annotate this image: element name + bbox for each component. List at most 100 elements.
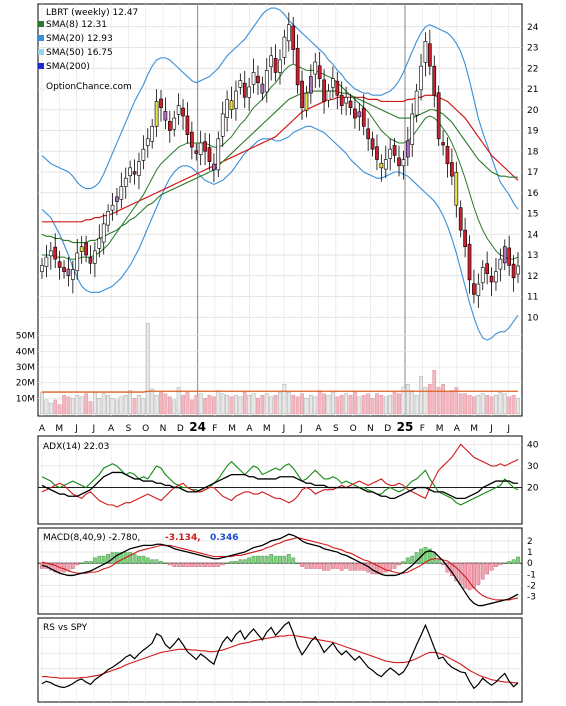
- candle-body: [317, 65, 322, 79]
- volume-bar: [313, 396, 318, 415]
- macd-histogram-bar: [278, 555, 282, 564]
- x-tick-label: J: [506, 424, 510, 434]
- price-tick-label: 17: [527, 168, 538, 178]
- volume-bar: [167, 396, 172, 415]
- macd-histogram-bar: [489, 563, 494, 571]
- volume-bar: [339, 395, 344, 415]
- macd-histogram-bar: [472, 563, 476, 589]
- candle-body: [344, 97, 348, 104]
- macd-histogram-bar: [494, 563, 498, 567]
- candle-body: [137, 161, 141, 176]
- candle-body: [159, 98, 163, 108]
- macd-histogram-bar: [317, 563, 322, 569]
- volume-bar: [154, 395, 159, 415]
- macd-histogram-bar: [498, 563, 503, 566]
- macd-histogram-bar: [273, 555, 278, 564]
- x-tick-label: M: [436, 424, 444, 434]
- macd-histogram-bar: [313, 563, 318, 569]
- x-tick-label: A: [246, 424, 253, 434]
- macd-histogram-bar: [507, 561, 512, 564]
- volume-bar: [502, 393, 507, 415]
- x-tick-label: S: [126, 424, 132, 434]
- x-tick-label: N: [160, 424, 167, 434]
- macd-histogram-bar: [229, 561, 234, 564]
- volume-bar: [278, 391, 282, 415]
- x-tick-label: 25: [397, 420, 414, 434]
- candle-body: [313, 61, 318, 75]
- volume-y-axis: 10M 20M 30M 40M 50M: [16, 332, 35, 405]
- candle-body: [229, 100, 234, 111]
- volume-bar: [489, 396, 494, 415]
- volume-bar: [361, 395, 366, 415]
- volume-bar: [163, 393, 168, 415]
- candle-body: [53, 246, 58, 260]
- legend-label: SMA(20) 12.93: [46, 34, 113, 44]
- x-tick-label: A: [108, 424, 115, 434]
- candle-body: [238, 80, 243, 88]
- macd-histogram-bar: [159, 561, 163, 564]
- volume-bar: [40, 391, 44, 415]
- candle-body: [256, 75, 260, 84]
- volume-bar: [57, 404, 62, 415]
- candle-body: [97, 238, 102, 249]
- candle-body: [225, 99, 229, 118]
- volume-bar: [441, 384, 445, 415]
- candle-body: [110, 204, 115, 211]
- volume-bar: [326, 395, 331, 415]
- volume-bar: [101, 393, 106, 415]
- rs-line: [41, 621, 519, 690]
- volume-bar: [181, 395, 185, 415]
- candle-body: [295, 48, 300, 86]
- candle-body: [132, 171, 137, 175]
- adx-grid: 20 30 40: [38, 438, 539, 522]
- macd-histogram-bar: [344, 563, 348, 569]
- candle-body: [282, 36, 287, 58]
- macd-histogram-bar: [405, 557, 410, 564]
- x-tick-label: D: [384, 424, 391, 434]
- macd-histogram-bar: [467, 563, 472, 591]
- candle-body: [128, 167, 132, 177]
- candle-body: [264, 70, 269, 93]
- volume-bar: [88, 401, 93, 415]
- macd-histogram-bar: [62, 563, 66, 573]
- candle-body: [71, 269, 75, 280]
- macd-histogram-bar: [286, 554, 291, 564]
- volume-tick-label: 30M: [16, 363, 35, 373]
- candle-body: [480, 267, 485, 284]
- volume-bar: [331, 391, 335, 415]
- macd-histogram-bar: [361, 563, 366, 571]
- macd-histogram-bar: [436, 559, 441, 564]
- volume-bar: [445, 391, 450, 415]
- legend-swatch: [38, 21, 44, 27]
- candle-body: [300, 80, 304, 108]
- price-grid: [38, 4, 522, 416]
- candle-body: [101, 223, 106, 243]
- adx-label: ADX(14) 22.03: [43, 442, 109, 452]
- x-tick-label: 24: [189, 420, 206, 434]
- volume-bar: [229, 396, 234, 415]
- volume-bar: [137, 395, 141, 415]
- candle-body: [335, 80, 340, 96]
- x-tick-label: J: [299, 424, 303, 434]
- candle-body: [441, 142, 445, 146]
- volume-bar: [225, 395, 229, 415]
- macd-histogram-bar: [308, 563, 313, 569]
- macd-histogram-bar: [163, 563, 168, 564]
- panel-tick-label: 40: [527, 440, 539, 450]
- volume-bar: [44, 399, 49, 415]
- candle-body: [370, 138, 375, 150]
- candle-body: [251, 72, 256, 85]
- candle-body: [357, 111, 362, 118]
- candle-body: [181, 107, 185, 117]
- volume-bar: [423, 387, 428, 415]
- macd-histogram-bar: [282, 555, 287, 564]
- macd-histogram-bar: [234, 561, 238, 564]
- macd-histogram-bar: [397, 563, 401, 566]
- x-tick-label: J: [74, 424, 78, 434]
- volume-tick-label: 40M: [16, 347, 35, 357]
- candle-body: [331, 78, 335, 88]
- volume-bar: [264, 393, 269, 415]
- volume-bar: [286, 391, 291, 415]
- volume-average-line: [42, 390, 518, 393]
- price-tick-label: 10: [527, 313, 539, 323]
